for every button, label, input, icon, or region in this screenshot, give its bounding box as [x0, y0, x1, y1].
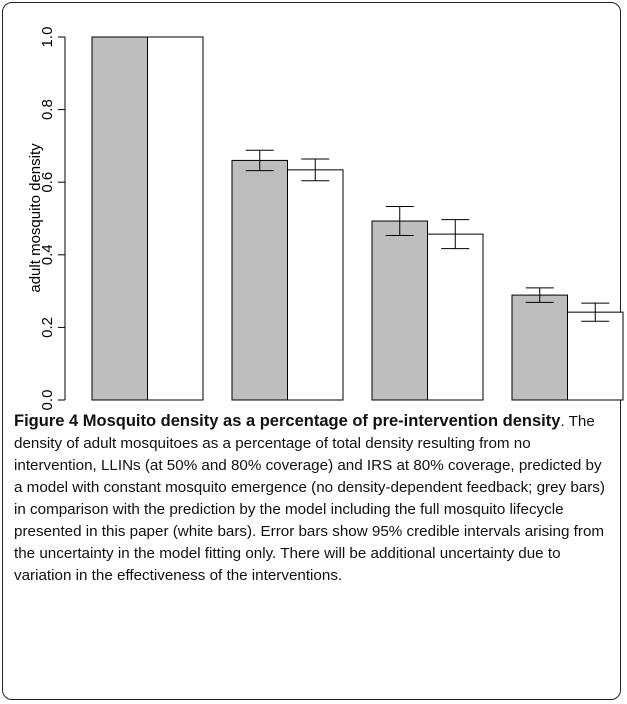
caption-text: . The density of adult mosquitoes as a p… — [14, 413, 605, 584]
y-tick-label: 0.2 — [39, 317, 56, 338]
bar — [427, 233, 484, 401]
y-axis-label: adult mosquito density — [27, 143, 44, 293]
error-bar — [301, 158, 330, 182]
y-tick-label: 0.6 — [39, 172, 56, 193]
bar — [287, 169, 344, 401]
y-tick-label: 1.0 — [39, 27, 56, 48]
error-bar — [441, 219, 470, 250]
bar — [91, 36, 148, 401]
error-bar — [245, 149, 274, 172]
bar — [567, 311, 624, 401]
error-bar — [525, 287, 554, 303]
bar — [147, 36, 204, 401]
caption: Figure 4 Mosquito density as a percentag… — [14, 410, 614, 587]
bar — [231, 159, 288, 401]
error-bar — [581, 302, 610, 322]
caption-title: Figure 4 Mosquito density as a percentag… — [14, 412, 561, 430]
chart: adult mosquito density 0.0 0.2 0.4 0.6 0.8 1.… — [27, 27, 624, 410]
bar — [511, 294, 568, 401]
y-tick-label: 0.0 — [39, 390, 56, 410]
y-tick-label: 0.8 — [39, 99, 56, 120]
y-tick-label: 0.4 — [39, 244, 56, 265]
bar — [371, 220, 428, 401]
error-bar — [385, 206, 414, 237]
